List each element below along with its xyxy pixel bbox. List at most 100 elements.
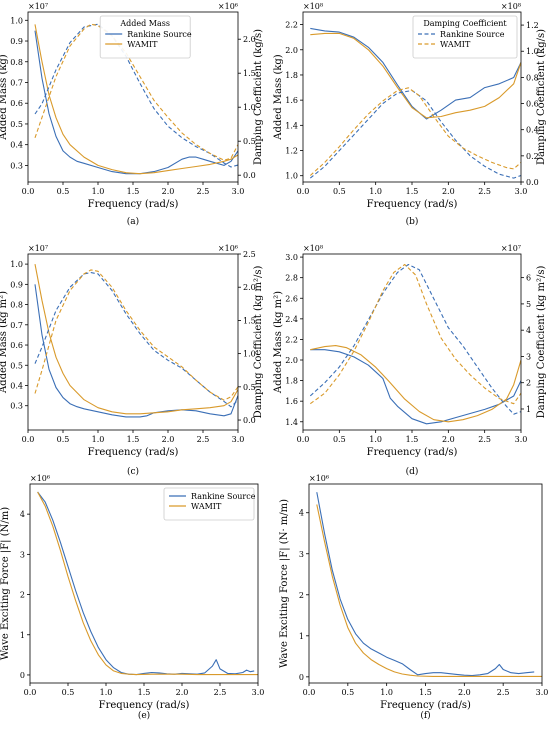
y-right-tick-label: 2.0 — [243, 35, 256, 44]
x-axis-label: Frequency (rad/s) — [99, 700, 190, 711]
series-line-rankine-left — [316, 492, 535, 677]
legend-entry: WAMIT — [440, 40, 471, 49]
x-tick-label: 2.0 — [176, 688, 189, 697]
y-multiplier-right: ×10⁶ — [218, 2, 238, 11]
y-tick-label: 2.0 — [285, 46, 298, 55]
y-tick-label: 4 — [20, 510, 25, 519]
panel-caption: (b) — [406, 216, 419, 227]
legend-box — [99, 15, 191, 59]
legend-entry: Rankine Source — [191, 492, 256, 501]
y-right-tick-label: 0.6 — [526, 100, 539, 109]
x-tick-label: 2.0 — [442, 187, 455, 196]
x-tick-label: 2.5 — [497, 688, 510, 697]
plot-area — [309, 263, 521, 425]
y-tick-label: 3 — [299, 550, 304, 559]
y-tick-label: 2.2 — [285, 335, 298, 344]
x-axis-label: Frequency (rad/s) — [367, 199, 458, 210]
x-axis-label: Frequency (rad/s) — [88, 447, 179, 458]
legend-entry: WAMIT — [191, 502, 222, 511]
y-tick-label: 2.8 — [285, 274, 298, 283]
y-tick-label: 1.0 — [10, 260, 23, 269]
x-tick-label: 2.0 — [162, 187, 175, 196]
y-tick-label: 1 — [20, 631, 25, 640]
y-right-tick-label: 0.4 — [526, 126, 539, 135]
x-tick-label: 3.0 — [232, 187, 245, 196]
y-tick-label: 1.6 — [285, 96, 298, 105]
x-axis-label: Frequency (rad/s) — [367, 447, 458, 458]
y-tick-label: 0.6 — [10, 99, 23, 108]
x-axis-label: Frequency (rad/s) — [88, 199, 179, 210]
x-tick-label: 3.0 — [515, 435, 528, 444]
y-right-tick-label: 1.0 — [243, 103, 256, 112]
y-tick-label: 2.0 — [285, 356, 298, 365]
y-right-tick-label: 3 — [526, 352, 531, 361]
series-line-wamit-right — [309, 87, 521, 176]
y-tick-label: 2.2 — [285, 21, 298, 30]
y-right-tick-label: 1 — [526, 405, 531, 414]
x-tick-label: 1.0 — [369, 187, 382, 196]
x-tick-label: 3.0 — [536, 688, 549, 697]
y-tick-label: 0.8 — [10, 58, 23, 67]
x-axis-label: Frequency (rad/s) — [380, 700, 471, 711]
y-right-tick-label: 2.0 — [243, 283, 256, 292]
y-multiplier-left: ×10⁷ — [28, 2, 48, 11]
x-tick-label: 0.0 — [22, 187, 35, 196]
plot-area — [34, 263, 238, 418]
y-tick-label: 1.8 — [285, 377, 298, 386]
series-line-wamit-left — [310, 345, 521, 423]
x-tick-label: 1.5 — [419, 688, 432, 697]
series-line-rankine-left — [37, 491, 255, 676]
y-right-tick-label: 0.2 — [526, 152, 539, 161]
plot-area — [34, 23, 238, 175]
x-tick-label: 1.0 — [369, 435, 382, 444]
x-tick-label: 0.0 — [297, 435, 310, 444]
series-line-wamit-right — [34, 23, 238, 161]
y-tick-label: 0.9 — [10, 37, 23, 46]
panel-caption: (f) — [420, 710, 430, 721]
series-line-wamit-left — [34, 24, 238, 175]
y-tick-label: 0.5 — [10, 120, 23, 129]
series-line-wamit-left — [316, 504, 542, 677]
y-axis-label: Added Mass (kg) — [273, 54, 284, 141]
panel-caption: (e) — [138, 710, 150, 721]
axes-frame — [27, 253, 239, 431]
y-tick-label: 3.0 — [285, 253, 298, 262]
series-line-rankine-right — [34, 23, 238, 168]
legend-entry: Rankine Source — [127, 30, 192, 39]
y-tick-label: 0.4 — [10, 141, 23, 150]
y-tick-label: 0 — [299, 673, 304, 682]
y-tick-label: 1.0 — [10, 16, 23, 25]
x-tick-label: 2.5 — [197, 435, 210, 444]
x-tick-label: 2.5 — [197, 187, 210, 196]
legend-entry: Rankine Source — [440, 30, 505, 39]
panel-a: 0.0 0.5 1.0 1.5 2.0 2.5 3.0 0.3 0.4 0.5 0.6 0.7 0.8 0… — [0, 2, 264, 227]
x-tick-label: 0.0 — [303, 688, 316, 697]
panel-caption: (d) — [406, 466, 419, 477]
series-line-rankine-left — [34, 284, 238, 418]
plot-area — [37, 491, 258, 676]
y-multiplier-left: ×10⁷ — [28, 244, 48, 253]
series-line-wamit-left — [34, 263, 238, 415]
series-line-rankine-left — [310, 349, 521, 425]
x-tick-label: 2.5 — [478, 435, 491, 444]
y-right-tick-label: 0.0 — [526, 178, 539, 187]
legend-title: Added Mass — [119, 19, 170, 28]
x-tick-label: 0.0 — [24, 688, 37, 697]
y-right-tick-label: 5 — [526, 300, 531, 309]
y-tick-label: 1.2 — [285, 147, 298, 156]
x-tick-label: 0.0 — [297, 187, 310, 196]
series-line-wamit-left — [37, 491, 258, 676]
x-tick-label: 2.0 — [458, 688, 471, 697]
x-tick-label: 1.0 — [92, 187, 105, 196]
series-line-rankine-right — [34, 272, 238, 408]
y-right-tick-label: 0.0 — [243, 416, 256, 425]
y-right-tick-label: 6 — [526, 274, 531, 283]
series-line-rankine-right — [309, 263, 521, 415]
x-tick-label: 1.5 — [406, 187, 419, 196]
y-tick-label: 2 — [299, 591, 304, 600]
y-tick-label: 1.8 — [285, 71, 298, 80]
x-tick-label: 2.5 — [214, 688, 227, 697]
